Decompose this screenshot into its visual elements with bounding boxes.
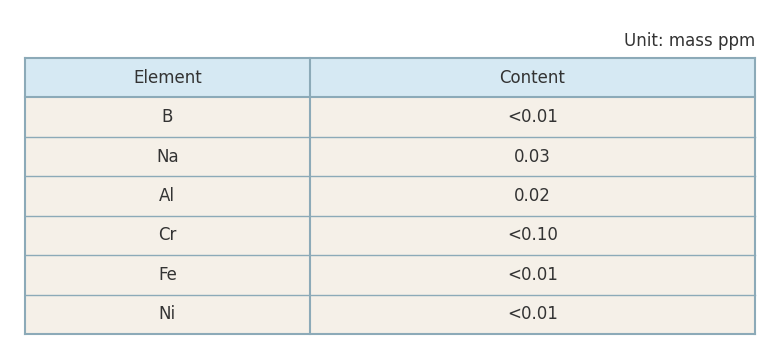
Bar — [25, 98, 310, 137]
Text: <0.10: <0.10 — [507, 226, 558, 244]
Text: Fe: Fe — [158, 266, 177, 284]
Text: Unit: mass ppm: Unit: mass ppm — [624, 32, 755, 50]
Text: Ni: Ni — [159, 305, 176, 323]
Bar — [310, 98, 755, 137]
Bar — [25, 216, 310, 255]
Text: Al: Al — [159, 187, 176, 205]
Bar — [310, 216, 755, 255]
Bar — [25, 58, 310, 98]
Text: Content: Content — [499, 69, 566, 87]
Bar — [310, 295, 755, 334]
Bar — [25, 137, 310, 176]
Bar — [310, 176, 755, 216]
Text: Element: Element — [133, 69, 202, 87]
Bar — [310, 137, 755, 176]
Text: Na: Na — [156, 148, 179, 166]
Bar — [25, 255, 310, 295]
Text: <0.01: <0.01 — [507, 266, 558, 284]
Text: 0.02: 0.02 — [514, 187, 551, 205]
Text: <0.01: <0.01 — [507, 305, 558, 323]
Text: <0.01: <0.01 — [507, 108, 558, 126]
Text: B: B — [161, 108, 173, 126]
Text: Cr: Cr — [158, 226, 176, 244]
Bar — [310, 255, 755, 295]
Bar — [310, 58, 755, 98]
Text: 0.03: 0.03 — [514, 148, 551, 166]
Bar — [25, 176, 310, 216]
Bar — [25, 295, 310, 334]
